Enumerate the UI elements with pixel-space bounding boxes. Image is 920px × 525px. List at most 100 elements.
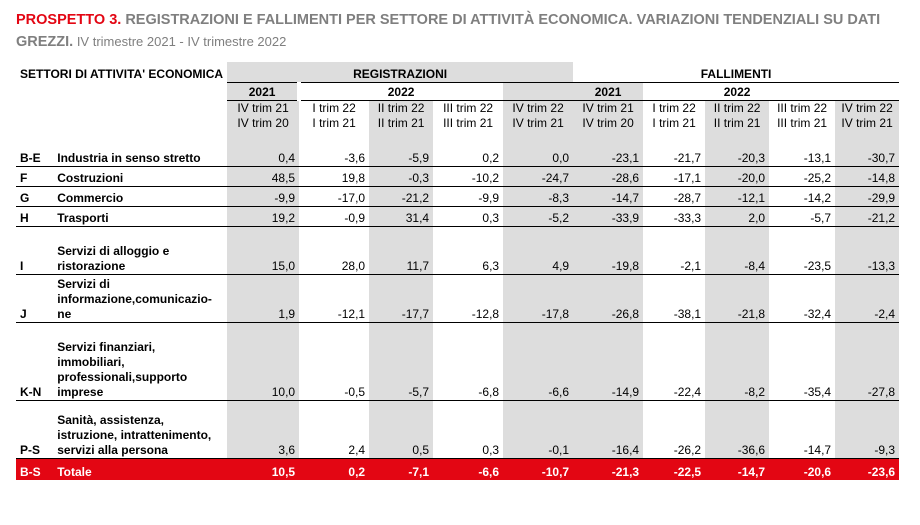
table-row: H Trasporti 19,2 -0,9 31,4 0,3 -5,2 -33,9 -33,3 2… bbox=[16, 206, 900, 227]
fal-value-cell: -35,4 bbox=[769, 322, 836, 401]
reg-value-cell: 3,6 bbox=[227, 400, 300, 459]
reg-value-cell: 10,5 bbox=[227, 458, 300, 480]
sector-label: Commercio bbox=[53, 186, 228, 207]
reg-value-cell: -8,3 bbox=[503, 186, 574, 207]
fal-value-cell: -22,4 bbox=[643, 322, 706, 401]
fal-value-cell: -28,7 bbox=[643, 186, 706, 207]
fal-value-cell: -8,2 bbox=[705, 322, 770, 401]
spacer-cell bbox=[769, 136, 835, 146]
reg-value-cell: -6,6 bbox=[433, 458, 504, 480]
fal-value-cell: -5,7 bbox=[769, 206, 836, 227]
fal-value-cell: -8,4 bbox=[705, 226, 770, 275]
fal-year-2022-fill bbox=[643, 82, 706, 101]
sector-code: G bbox=[16, 186, 54, 207]
reg-value-cell: -0,3 bbox=[369, 166, 434, 187]
reg-value-cell: 11,7 bbox=[369, 226, 434, 275]
sector-label: Sanità, assistenza, istruzione, intratte… bbox=[53, 400, 228, 459]
reg-year-2022 bbox=[297, 82, 370, 101]
fal-year-2022-label: 2022 bbox=[705, 82, 770, 101]
fal-value-cell: -20,0 bbox=[705, 166, 770, 187]
period-bottom: I trim 21 bbox=[652, 115, 696, 130]
table-row: K-N Servizi finanziari, immobiliari, prof… bbox=[16, 322, 900, 401]
reg-value-cell: 0,3 bbox=[433, 400, 504, 459]
spacer-cell bbox=[835, 136, 900, 146]
fal-value-cell: -14,7 bbox=[573, 186, 644, 207]
table-row: B-E Industria in senso stretto 0,4 -3,6 -5,9… bbox=[16, 146, 900, 167]
fal-value-cell: -23,1 bbox=[573, 146, 644, 167]
reg-value-cell: 0,3 bbox=[433, 206, 504, 227]
reg-value-cell: -24,7 bbox=[503, 166, 574, 187]
period-bottom: IV trim 20 bbox=[237, 115, 289, 130]
sector-label: Totale bbox=[53, 458, 228, 480]
spacer-cell bbox=[433, 136, 503, 146]
fallimenti-header: FALLIMENTI bbox=[573, 62, 900, 83]
reg-value-cell: -12,1 bbox=[299, 274, 370, 323]
fal-period-header: II trim 22 II trim 21 bbox=[705, 100, 770, 136]
reg-year-2022-fill bbox=[433, 82, 504, 101]
period-top: IV trim 21 bbox=[582, 100, 634, 115]
fal-value-cell: -23,5 bbox=[769, 226, 836, 275]
reg-value-cell: 28,0 bbox=[299, 226, 370, 275]
sector-label: Industria in senso stretto bbox=[53, 146, 228, 167]
reg-value-cell: -6,8 bbox=[433, 322, 504, 401]
reg-value-cell: -17,7 bbox=[369, 274, 434, 323]
sector-code: B-E bbox=[16, 146, 54, 167]
reg-value-cell: 0,0 bbox=[503, 146, 574, 167]
reg-year-2021: 2021 bbox=[227, 82, 300, 101]
reg-value-cell: 10,0 bbox=[227, 322, 300, 401]
reg-value-cell: -10,2 bbox=[433, 166, 504, 187]
period-top: II trim 22 bbox=[713, 100, 761, 115]
spacer-cell bbox=[573, 136, 644, 146]
spacer-cell bbox=[503, 136, 574, 146]
sector-code: I bbox=[16, 226, 54, 275]
title-main: REGISTRAZIONI E FALLIMENTI PER SETTORE D… bbox=[16, 12, 881, 50]
table-row: I Servizi di alloggio e ristorazione 15,0 2… bbox=[16, 226, 900, 275]
fal-value-cell: -14,7 bbox=[769, 400, 836, 459]
reg-value-cell: -17,0 bbox=[299, 186, 370, 207]
sector-code: P-S bbox=[16, 400, 54, 459]
period-top: II trim 22 bbox=[377, 100, 425, 115]
table-row: G Commercio -9,9 -17,0 -21,2 -9,9 -8,3 -14,7 -28… bbox=[16, 186, 900, 207]
reg-value-cell: -17,8 bbox=[503, 274, 574, 323]
fal-period-header: IV trim 22 IV trim 21 bbox=[835, 100, 900, 136]
fal-value-cell: -21,7 bbox=[643, 146, 706, 167]
reg-value-cell: 19,8 bbox=[299, 166, 370, 187]
fal-value-cell: -26,2 bbox=[643, 400, 706, 459]
title-lead: PROSPETTO 3. bbox=[16, 12, 122, 28]
fal-value-cell: -21,8 bbox=[705, 274, 770, 323]
period-top: IV trim 22 bbox=[841, 100, 893, 115]
reg-value-cell: 19,2 bbox=[227, 206, 300, 227]
fal-value-cell: -23,6 bbox=[835, 458, 900, 480]
fal-value-cell: -14,8 bbox=[835, 166, 900, 187]
reg-value-cell: -7,1 bbox=[369, 458, 434, 480]
spacer-cell bbox=[705, 136, 770, 146]
fal-value-cell: -13,1 bbox=[769, 146, 836, 167]
fal-value-cell: 2,0 bbox=[705, 206, 770, 227]
fal-value-cell: -9,3 bbox=[835, 400, 900, 459]
period-bottom: IV trim 21 bbox=[512, 115, 564, 130]
reg-value-cell: -6,6 bbox=[503, 322, 574, 401]
fal-value-cell: -29,9 bbox=[835, 186, 900, 207]
period-bottom: IV trim 20 bbox=[582, 115, 634, 130]
reg-period-header: IV trim 21 IV trim 20 bbox=[227, 100, 300, 136]
fal-value-cell: -19,8 bbox=[573, 226, 644, 275]
reg-period-header: II trim 22 II trim 21 bbox=[369, 100, 434, 136]
reg-value-cell: -9,9 bbox=[433, 186, 504, 207]
reg-value-cell: -21,2 bbox=[369, 186, 434, 207]
fal-value-cell: -2,4 bbox=[835, 274, 900, 323]
period-bottom: I trim 21 bbox=[312, 115, 356, 130]
period-top: IV trim 21 bbox=[237, 100, 289, 115]
sector-code: K-N bbox=[16, 322, 54, 401]
title-subtitle: IV trimestre 2021 - IV trimestre 2022 bbox=[73, 34, 287, 49]
reg-year-2022-label: 2022 bbox=[369, 82, 434, 101]
sector-label: Servizi di informazione,comunicazio-ne bbox=[53, 274, 228, 323]
fal-value-cell: -14,2 bbox=[769, 186, 836, 207]
fal-value-cell: -21,2 bbox=[835, 206, 900, 227]
reg-value-cell: 4,9 bbox=[503, 226, 574, 275]
sector-label: Costruzioni bbox=[53, 166, 228, 187]
sector-label: Servizi di alloggio e ristorazione bbox=[53, 226, 228, 275]
fal-value-cell: -14,7 bbox=[705, 458, 770, 480]
fal-year-2022-fill3 bbox=[835, 82, 900, 101]
reg-value-cell: -12,8 bbox=[433, 274, 504, 323]
fal-value-cell: -12,1 bbox=[705, 186, 770, 207]
